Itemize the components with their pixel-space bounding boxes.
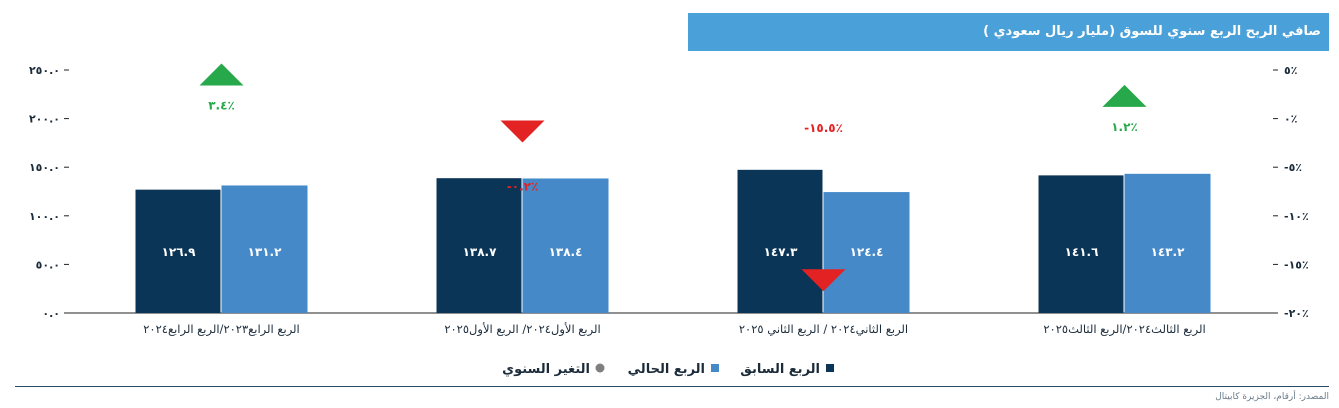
change-marker-up <box>1102 84 1147 107</box>
bar-previous-value-label: ١٢٦.٩ <box>162 245 197 259</box>
x-category-label: الربع الثاني٢٠٢٤ / الربع الثاني ٢٠٢٥ <box>739 322 908 337</box>
change-value-label: ١.٢٪ <box>1111 120 1138 134</box>
y-left-tick-label: ٢٥٠.٠ <box>29 64 60 77</box>
legend-swatch <box>711 364 719 372</box>
x-category-label: الربع الأول٢٠٢٤/ الربع الأول٢٠٢٥ <box>444 322 600 337</box>
change-marker-down <box>801 269 846 292</box>
y-right-tick-label: -١٠٪ <box>1284 210 1309 223</box>
bar-previous-quarter <box>436 178 522 313</box>
chart-canvas: ٠.٠ ٥٠.٠ ١٠٠.٠ ١٥٠.٠ ٢٠٠.٠ ٢٥٠.٠ -٢٠٪ -١٥٪ -١٠٪ -… <box>29 63 1309 377</box>
footer-divider <box>15 386 1329 387</box>
bar-previous-value-label: ١٣٨.٧ <box>463 245 498 259</box>
bar-current-value-label: ١٤٣.٢ <box>1151 245 1186 259</box>
change-marker-down <box>500 120 545 143</box>
y-left-tick-label: ١٠٠.٠ <box>29 210 60 223</box>
bar-previous-value-label: ١٤٧.٣ <box>764 245 799 259</box>
source-note: المصدر: أرقام، الجزيرة كابيتال <box>1215 392 1329 402</box>
bar-previous-quarter <box>737 169 823 313</box>
y-right-tick-label: ٠٪ <box>1284 113 1297 126</box>
bar-current-quarter <box>823 192 910 313</box>
bar-current-quarter <box>1124 173 1211 313</box>
legend-swatch <box>826 364 834 372</box>
bar-previous-quarter <box>1038 175 1124 313</box>
change-value-label: -٠.٢٪ <box>507 180 539 194</box>
x-category-label: الربع الثالث٢٠٢٤/الربع الثالث٢٠٢٥ <box>1043 322 1205 337</box>
x-category-label: الربع الرابع٢٠٢٣/الربع الرابع٢٠٢٤ <box>143 322 300 337</box>
change-value-label: -١٥.٥٪ <box>804 121 843 135</box>
y-left-tick-label: ٥٠.٠ <box>36 258 60 271</box>
y-right-tick-label: -١٥٪ <box>1284 258 1309 271</box>
change-marker-up <box>199 63 244 86</box>
y-right-tick-label: ٥٪ <box>1284 64 1297 77</box>
change-value-label: ٣.٤٪ <box>208 99 235 113</box>
bar-current-value-label: ١٣٨.٤ <box>549 245 583 259</box>
legend-label: التغير السنوي <box>502 362 590 377</box>
bar-current-value-label: ١٢٤.٤ <box>850 245 884 259</box>
bar-current-value-label: ١٣١.٢ <box>248 245 283 259</box>
bar-current-quarter <box>522 178 609 313</box>
bar-current-quarter <box>221 185 308 313</box>
bar-previous-quarter <box>135 189 221 313</box>
y-right-tick-label: -٢٠٪ <box>1284 307 1309 320</box>
y-right-tick-label: -٥٪ <box>1284 161 1302 174</box>
legend-swatch <box>595 363 605 373</box>
y-left-tick-label: ١٥٠.٠ <box>29 161 60 174</box>
y-left-tick-label: ٠.٠ <box>42 307 60 320</box>
chart-title: صافي الربح الربع سنوي للسوق (مليار ريال … <box>688 13 1329 51</box>
y-left-tick-label: ٢٠٠.٠ <box>29 113 60 126</box>
bar-previous-value-label: ١٤١.٦ <box>1065 245 1099 259</box>
legend-label: الربع السابق <box>740 362 820 377</box>
legend-label: الربع الحالي <box>628 362 705 377</box>
